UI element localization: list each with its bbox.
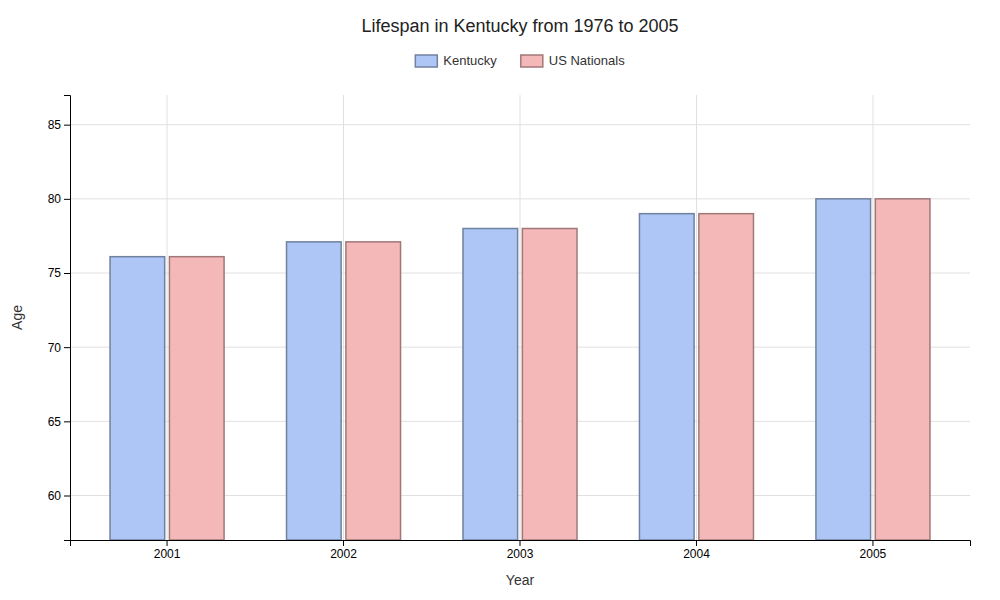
tick-mark: [167, 540, 168, 546]
grid-line-x: [343, 95, 344, 540]
x-axis-title: Year: [506, 572, 535, 588]
grid-line-x: [167, 95, 168, 540]
tick-mark: [64, 273, 70, 274]
chart-title: Lifespan in Kentucky from 1976 to 2005: [361, 16, 678, 36]
legend-label: US Nationals: [549, 53, 625, 68]
tick-label: 2002: [330, 547, 357, 561]
tick-label: 70: [48, 341, 62, 355]
series: [110, 199, 871, 540]
legend-label: Kentucky: [443, 53, 497, 68]
tick: 2001: [154, 540, 181, 561]
grid-line-x: [872, 95, 873, 540]
tick-label: 2003: [507, 547, 534, 561]
tick: 85: [48, 118, 70, 132]
tick: 2002: [330, 540, 357, 561]
tick: 60: [48, 489, 70, 503]
tick: 75: [48, 266, 70, 280]
bar: [522, 229, 577, 541]
tick-mark: [343, 540, 344, 546]
grid: [70, 95, 970, 540]
plot-area: 2001 2002 2003 2004 2005 60 65 70 75 80 85 Year Age: [9, 95, 971, 588]
axis-line: [71, 541, 971, 547]
legend-swatch: [415, 55, 437, 67]
tick: 70: [48, 341, 70, 355]
tick-label: 75: [48, 266, 62, 280]
grid-line-x: [696, 95, 697, 540]
tick-label: 80: [48, 192, 62, 206]
legend-swatch: [521, 55, 543, 67]
bar: [110, 257, 165, 540]
bar: [346, 242, 401, 540]
tick: 65: [48, 415, 70, 429]
tick-label: 2004: [683, 547, 710, 561]
bar: [816, 199, 871, 540]
bar: [463, 229, 518, 541]
tick-mark: [64, 199, 70, 200]
series: [169, 199, 930, 540]
axis-line: [64, 96, 71, 541]
x-axis: 2001 2002 2003 2004 2005: [71, 540, 971, 561]
tick-mark: [64, 125, 70, 126]
tick-label: 65: [48, 415, 62, 429]
legend-item: US Nationals: [521, 53, 625, 68]
tick-mark: [64, 347, 70, 348]
legend-item: Kentucky: [415, 53, 497, 68]
bar: [639, 214, 694, 540]
chart-container: 2001 2002 2003 2004 2005 60 65 70 75 80 85 Year Age L…: [0, 0, 1000, 600]
tick: 2005: [860, 540, 887, 561]
tick-label: 2005: [860, 547, 887, 561]
tick: 80: [48, 192, 70, 206]
bars: [110, 199, 930, 540]
tick-mark: [872, 540, 873, 546]
tick-label: 85: [48, 118, 62, 132]
tick-label: 60: [48, 489, 62, 503]
grid-line-x: [520, 95, 521, 540]
tick-mark: [520, 540, 521, 546]
tick-mark: [64, 421, 70, 422]
tick: 2003: [507, 540, 534, 561]
tick-mark: [64, 496, 70, 497]
tick-mark: [696, 540, 697, 546]
bar: [169, 257, 224, 540]
bar: [699, 214, 754, 540]
y-axis-title: Age: [9, 305, 25, 330]
chart-svg: 2001 2002 2003 2004 2005 60 65 70 75 80 85 Year Age L…: [0, 0, 1000, 600]
bar: [875, 199, 930, 540]
tick-label: 2001: [154, 547, 181, 561]
legend: Kentucky US Nationals: [415, 53, 625, 68]
y-axis: 60 65 70 75 80 85: [48, 96, 71, 541]
tick: 2004: [683, 540, 710, 561]
bar: [287, 242, 342, 540]
